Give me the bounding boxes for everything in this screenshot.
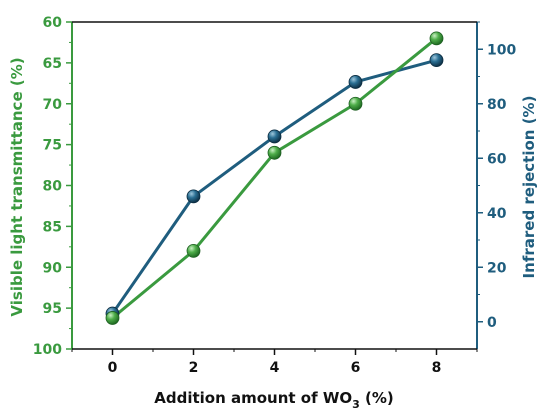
point-visible-transmittance-8: [429, 31, 444, 46]
x-axis-title-suffix: (%): [360, 389, 394, 407]
y-right-axis-title: Infrared rejection (%): [520, 96, 538, 279]
y-left-tick-label-70: 70: [43, 97, 63, 113]
point-infrared-rejection-2: [186, 189, 201, 204]
series-line-infrared-rejection: [111, 58, 437, 315]
series-line-visible-transmittance: [111, 37, 438, 320]
y-left-tick-label-60: 60: [43, 15, 63, 31]
point-visible-transmittance-0: [105, 311, 120, 325]
y-right-tick-label-80: 80: [487, 97, 507, 113]
y-right-tick-label-40: 40: [487, 206, 507, 222]
y-left-tick-label-80: 80: [43, 179, 63, 195]
y-left-tick-label-65: 65: [43, 56, 62, 72]
y-left-tick-label-90: 90: [43, 260, 63, 276]
y-left-axis-title: Visible light transmittance (%): [8, 57, 26, 316]
y-left-tick-label-75: 75: [43, 138, 62, 154]
point-infrared-rejection-4: [267, 129, 282, 144]
x-axis-title: Addition amount of WO3 (%): [154, 389, 394, 411]
x-tick-label-0: 0: [108, 360, 118, 376]
y-right-tick-label-20: 20: [487, 260, 507, 276]
x-axis-title-main: Addition amount of WO: [154, 389, 352, 407]
x-tick-label-4: 4: [270, 360, 280, 376]
y-right-tick-label-100: 100: [487, 42, 516, 58]
y-left-tick-label-85: 85: [43, 219, 62, 235]
y-right-tick-label-60: 60: [487, 151, 507, 167]
point-visible-transmittance-2: [186, 243, 201, 258]
x-tick-label-2: 2: [189, 360, 199, 376]
x-tick-label-8: 8: [432, 360, 442, 376]
y-left-tick-label-100: 100: [33, 342, 62, 358]
point-visible-transmittance-4: [267, 145, 282, 160]
point-infrared-rejection-6: [348, 75, 363, 89]
x-axis-title-subscript: 3: [352, 398, 360, 411]
y-left-tick-label-95: 95: [43, 301, 62, 317]
point-infrared-rejection-8: [429, 53, 444, 68]
x-tick-label-6: 6: [351, 360, 361, 376]
point-visible-transmittance-6: [348, 96, 363, 111]
y-right-tick-label-0: 0: [487, 315, 497, 331]
